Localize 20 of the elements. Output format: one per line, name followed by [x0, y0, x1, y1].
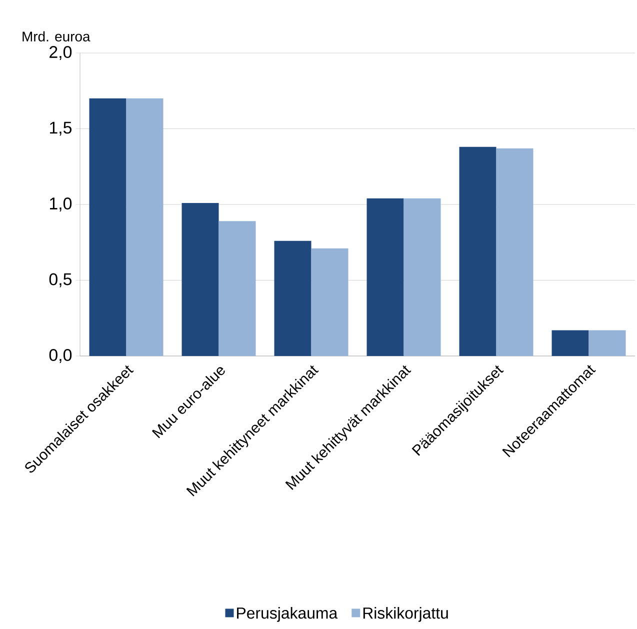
y-tick-label: 1,0 [50, 197, 72, 212]
y-tick-label: 2,0 [50, 46, 72, 60]
bar [311, 248, 348, 356]
bar [182, 202, 219, 356]
bar [274, 240, 312, 356]
legend-label: Riskikorjattu [363, 607, 448, 622]
y-tick-label: 0,5 [49, 273, 72, 288]
bar [366, 198, 404, 356]
bar [404, 198, 441, 356]
bar [218, 221, 256, 356]
legend-label: Perusjakauma [237, 607, 338, 622]
y-axis-title: Mrd. euroa [22, 31, 90, 42]
bar [496, 148, 534, 356]
bar [126, 98, 164, 356]
y-tick-label: 0,0 [49, 348, 72, 363]
y-tick-label: 1,5 [50, 122, 72, 136]
bar [459, 146, 496, 356]
bar [89, 98, 126, 356]
bar [552, 330, 589, 356]
bar [588, 330, 626, 356]
